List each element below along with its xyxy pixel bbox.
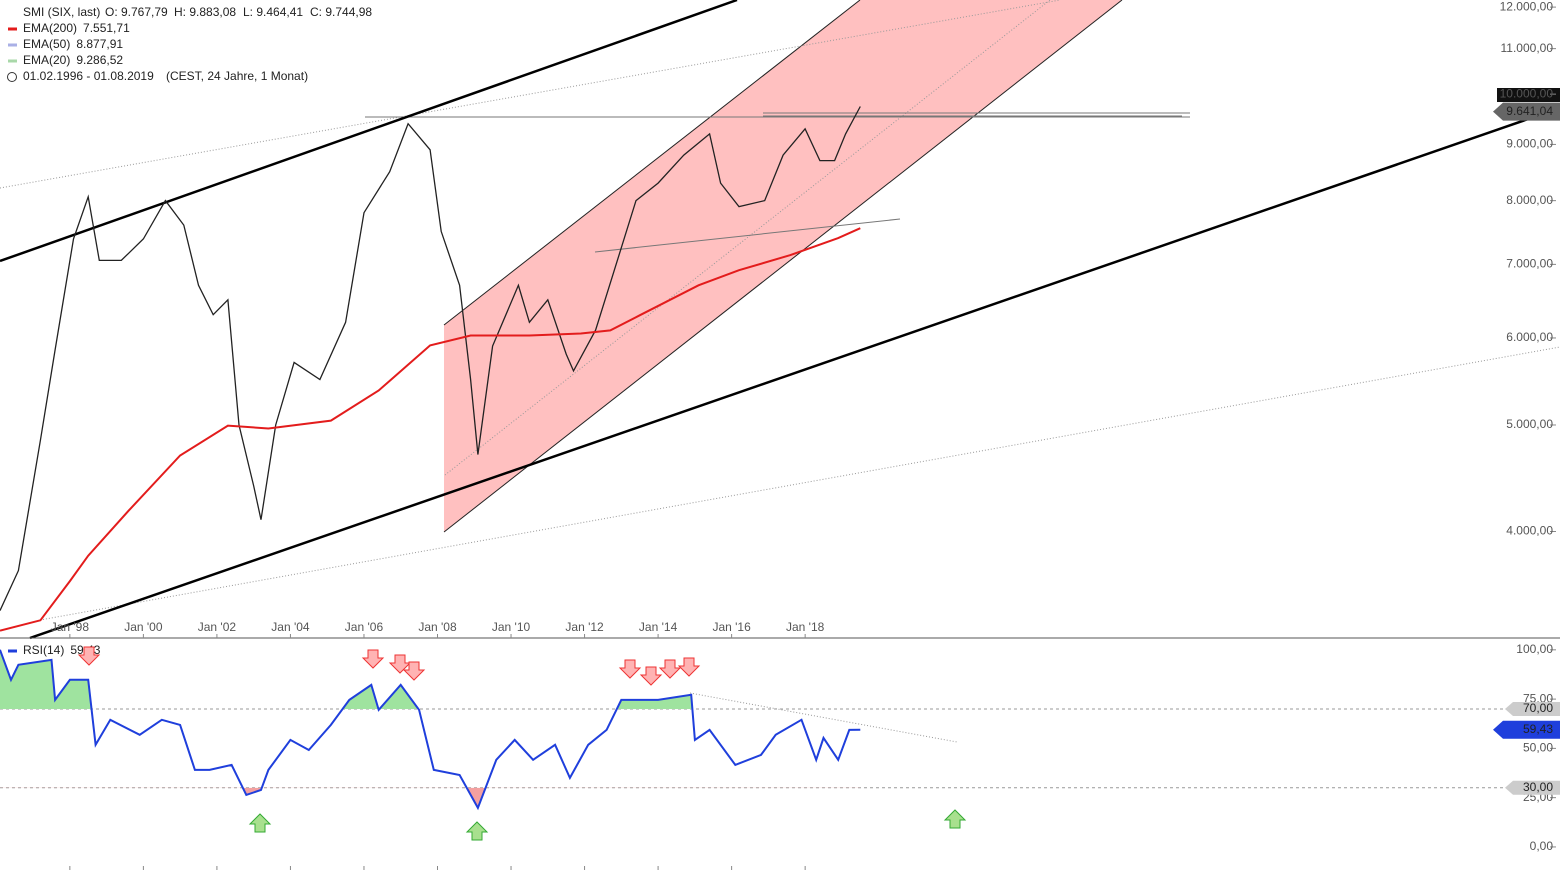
hidden-label [1497, 88, 1560, 102]
last-value-label: 9.641,04 [1506, 104, 1553, 118]
level-label: 30,00 [1523, 780, 1553, 794]
y-tick-label: 5.000,00 [1506, 417, 1553, 431]
trend-line [0, 0, 738, 263]
signal-arrows [77, 646, 967, 841]
y-tick-label: 7.000,00 [1506, 257, 1553, 271]
sell-arrow [388, 654, 412, 674]
buy-arrow [943, 809, 967, 829]
legend-name: RSI(14) [23, 643, 64, 657]
x-tick-label: Jan '02 [198, 620, 237, 634]
series-line [0, 227, 861, 632]
y-tick-label: 0,00 [1530, 839, 1554, 853]
quote-high: H: 9.883,08 [174, 5, 236, 19]
header: SMI (SIX, last) O: 9.767,79 H: 9.883,08 … [7, 5, 372, 83]
legend-name: EMA(50) [23, 37, 70, 51]
last-value-tag [1493, 720, 1560, 739]
symbol: SMI (SIX, last) [23, 5, 100, 19]
sell-arrow [677, 657, 701, 677]
y-tick-label: 100,00 [1516, 642, 1553, 656]
channel-edge [443, 0, 861, 326]
sell-arrow [402, 661, 426, 681]
y-tick-label: 9.000,00 [1506, 137, 1553, 151]
channel-edge [443, 0, 1123, 533]
last-value-label: 59,43 [1523, 722, 1553, 736]
trend-dotted [444, 0, 1051, 476]
level-label: 70,00 [1523, 701, 1553, 715]
y-tick-label: 12.000,00 [1500, 0, 1554, 13]
support [594, 218, 901, 253]
y-tick-label: 11.000,00 [1501, 41, 1554, 55]
level-tag [1505, 701, 1560, 716]
x-tick-label: Jan '16 [712, 620, 751, 634]
quote-open: O: 9.767,79 [105, 5, 168, 19]
x-tick-label: Jan '18 [786, 620, 825, 634]
x-tick-label: Jan '10 [492, 620, 531, 634]
series-line [0, 106, 861, 611]
overbought-fill [0, 649, 861, 709]
buy-arrow [465, 821, 489, 841]
y-tick-label: 50,00 [1523, 741, 1553, 755]
y-tick-label: 8.000,00 [1506, 193, 1553, 207]
sell-arrow [77, 646, 101, 666]
x-tick-label: Jan '08 [418, 620, 457, 634]
trend-dotted [39, 346, 1560, 621]
period: 01.02.1996 - 01.08.2019 [23, 69, 154, 83]
sell-arrow [361, 649, 385, 669]
buy-arrow [248, 813, 272, 833]
quote-close: C: 9.744,98 [310, 5, 372, 19]
y-tick-label: 4.000,00 [1506, 524, 1553, 538]
clock-icon [7, 72, 17, 82]
y-tick-label: 6.000,00 [1506, 330, 1553, 344]
level-tag [1505, 780, 1560, 795]
sell-arrow [618, 659, 642, 679]
y-tick-label: 75,00 [1523, 691, 1553, 705]
legend-name: EMA(20) [23, 53, 70, 67]
sell-arrow [658, 659, 682, 679]
legend-value: 9.286,52 [76, 53, 123, 67]
x-tick-label: Jan '00 [124, 620, 163, 634]
quote-low: L: 9.464,41 [243, 5, 303, 19]
legend-value: 7.551,71 [83, 21, 130, 35]
series-line [0, 649, 861, 811]
period-note: (CEST, 24 Jahre, 1 Monat) [166, 69, 308, 83]
legend-name: EMA(200) [23, 21, 77, 35]
x-tick-label: Jan '04 [271, 620, 310, 634]
x-tick-label: Jan '12 [565, 620, 604, 634]
y-tick-label: 10.000,00 [1500, 86, 1554, 100]
trend-line [29, 106, 1560, 640]
trend-dotted [0, 0, 1061, 189]
x-tick-label: Jan '14 [639, 620, 678, 634]
sell-arrow [639, 666, 663, 686]
legend-value: 8.877,91 [76, 37, 123, 51]
x-tick-label: Jan '98 [51, 620, 90, 634]
x-tick-label: Jan '06 [345, 620, 384, 634]
rsi-trend [689, 692, 958, 743]
last-value-tag [1493, 102, 1560, 121]
